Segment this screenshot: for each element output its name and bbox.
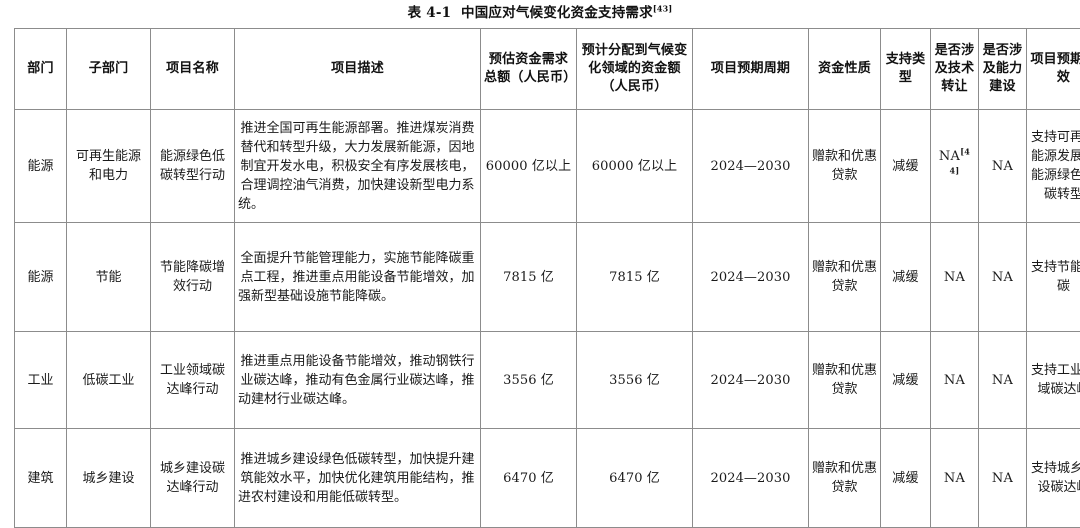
cell-climate: 60000 亿以上	[577, 110, 693, 223]
cell-tech: NA	[931, 223, 979, 332]
cell-support: 减缓	[881, 223, 931, 332]
cell-tech: NA[44]	[931, 110, 979, 223]
table-row: 能源 节能 节能降碳增效行动 全面提升节能管理能力，实施节能降碳重点工程，推进重…	[15, 223, 1080, 332]
column-header-dept: 部门	[15, 29, 67, 110]
cell-desc: 推进城乡建设绿色低碳转型，加快提升建筑能效水平，加快优化建筑用能结构，推进农村建…	[235, 429, 481, 528]
cell-total: 3556 亿	[481, 332, 577, 429]
cell-desc: 推进重点用能设备节能增效，推动钢铁行业碳达峰，推动有色金属行业碳达峰，推动建材行…	[235, 332, 481, 429]
table-body: 能源 可再生能源和电力 能源绿色低碳转型行动 推进全国可再生能源部署。推进煤炭消…	[15, 110, 1080, 528]
cell-nature: 赠款和优惠贷款	[809, 332, 881, 429]
cell-outcome: 支持节能降碳	[1027, 223, 1080, 332]
table-caption-title: 中国应对气候变化资金支持需求	[461, 5, 653, 21]
table-row: 建筑 城乡建设 城乡建设碳达峰行动 推进城乡建设绿色低碳转型，加快提升建筑能效水…	[15, 429, 1080, 528]
funding-needs-table: 部门 子部门 项目名称 项目描述 预估资金需求总额（人民币） 预计分配到气候变化…	[14, 28, 1080, 528]
cell-period: 2024—2030	[693, 429, 809, 528]
cell-nature: 赠款和优惠贷款	[809, 223, 881, 332]
cell-tech: NA	[931, 332, 979, 429]
cell-period: 2024—2030	[693, 332, 809, 429]
table-caption: 表 4-1 中国应对气候变化资金支持需求[43]	[0, 0, 1080, 26]
cell-project: 工业领域碳达峰行动	[151, 332, 235, 429]
table-caption-number: 表 4-1	[408, 5, 452, 21]
cell-dept: 能源	[15, 223, 67, 332]
cell-total: 7815 亿	[481, 223, 577, 332]
cell-project: 能源绿色低碳转型行动	[151, 110, 235, 223]
cell-dept: 建筑	[15, 429, 67, 528]
caption-footnote-marker: [43]	[653, 4, 673, 14]
table-container: 部门 子部门 项目名称 项目描述 预估资金需求总额（人民币） 预计分配到气候变化…	[14, 28, 1066, 528]
cell-tech-value: NA	[939, 149, 960, 164]
cell-dept: 工业	[15, 332, 67, 429]
cell-outcome: 支持城乡建设碳达峰	[1027, 429, 1080, 528]
cell-support: 减缓	[881, 110, 931, 223]
cell-capacity: NA	[979, 332, 1027, 429]
column-header-climate: 预计分配到气候变化领域的资金额（人民币）	[577, 29, 693, 110]
cell-support: 减缓	[881, 429, 931, 528]
column-header-outcome: 项目预期成效	[1027, 29, 1080, 110]
cell-total: 6470 亿	[481, 429, 577, 528]
cell-tech: NA	[931, 429, 979, 528]
table-row: 工业 低碳工业 工业领域碳达峰行动 推进重点用能设备节能增效，推动钢铁行业碳达峰…	[15, 332, 1080, 429]
column-header-total: 预估资金需求总额（人民币）	[481, 29, 577, 110]
column-header-project: 项目名称	[151, 29, 235, 110]
cell-desc: 推进全国可再生能源部署。推进煤炭消费替代和转型升级，大力发展新能源，因地制宜开发…	[235, 110, 481, 223]
cell-capacity: NA	[979, 429, 1027, 528]
cell-outcome: 支持工业领域碳达峰	[1027, 332, 1080, 429]
cell-support: 减缓	[881, 332, 931, 429]
column-header-subdept: 子部门	[67, 29, 151, 110]
cell-desc: 全面提升节能管理能力，实施节能降碳重点工程，推进重点用能设备节能增效，加强新型基…	[235, 223, 481, 332]
cell-dept: 能源	[15, 110, 67, 223]
cell-project: 节能降碳增效行动	[151, 223, 235, 332]
document-page: 表 4-1 中国应对气候变化资金支持需求[43] 部门 子部门 项目名称 项目描…	[0, 0, 1080, 510]
cell-outcome: 支持可再生能源发展和能源绿色低碳转型	[1027, 110, 1080, 223]
cell-period: 2024—2030	[693, 223, 809, 332]
cell-subdept: 城乡建设	[67, 429, 151, 528]
cell-capacity: NA	[979, 110, 1027, 223]
column-header-support: 支持类型	[881, 29, 931, 110]
column-header-period: 项目预期周期	[693, 29, 809, 110]
cell-subdept: 低碳工业	[67, 332, 151, 429]
cell-climate: 3556 亿	[577, 332, 693, 429]
cell-climate: 6470 亿	[577, 429, 693, 528]
cell-subdept: 可再生能源和电力	[67, 110, 151, 223]
column-header-capacity: 是否涉及能力建设	[979, 29, 1027, 110]
cell-period: 2024—2030	[693, 110, 809, 223]
table-header-row: 部门 子部门 项目名称 项目描述 预估资金需求总额（人民币） 预计分配到气候变化…	[15, 29, 1080, 110]
cell-project: 城乡建设碳达峰行动	[151, 429, 235, 528]
column-header-tech: 是否涉及技术转让	[931, 29, 979, 110]
table-row: 能源 可再生能源和电力 能源绿色低碳转型行动 推进全国可再生能源部署。推进煤炭消…	[15, 110, 1080, 223]
cell-nature: 赠款和优惠贷款	[809, 429, 881, 528]
cell-subdept: 节能	[67, 223, 151, 332]
cell-nature: 赠款和优惠贷款	[809, 110, 881, 223]
cell-total: 60000 亿以上	[481, 110, 577, 223]
column-header-nature: 资金性质	[809, 29, 881, 110]
table-header: 部门 子部门 项目名称 项目描述 预估资金需求总额（人民币） 预计分配到气候变化…	[15, 29, 1080, 110]
cell-capacity: NA	[979, 223, 1027, 332]
cell-climate: 7815 亿	[577, 223, 693, 332]
column-header-desc: 项目描述	[235, 29, 481, 110]
